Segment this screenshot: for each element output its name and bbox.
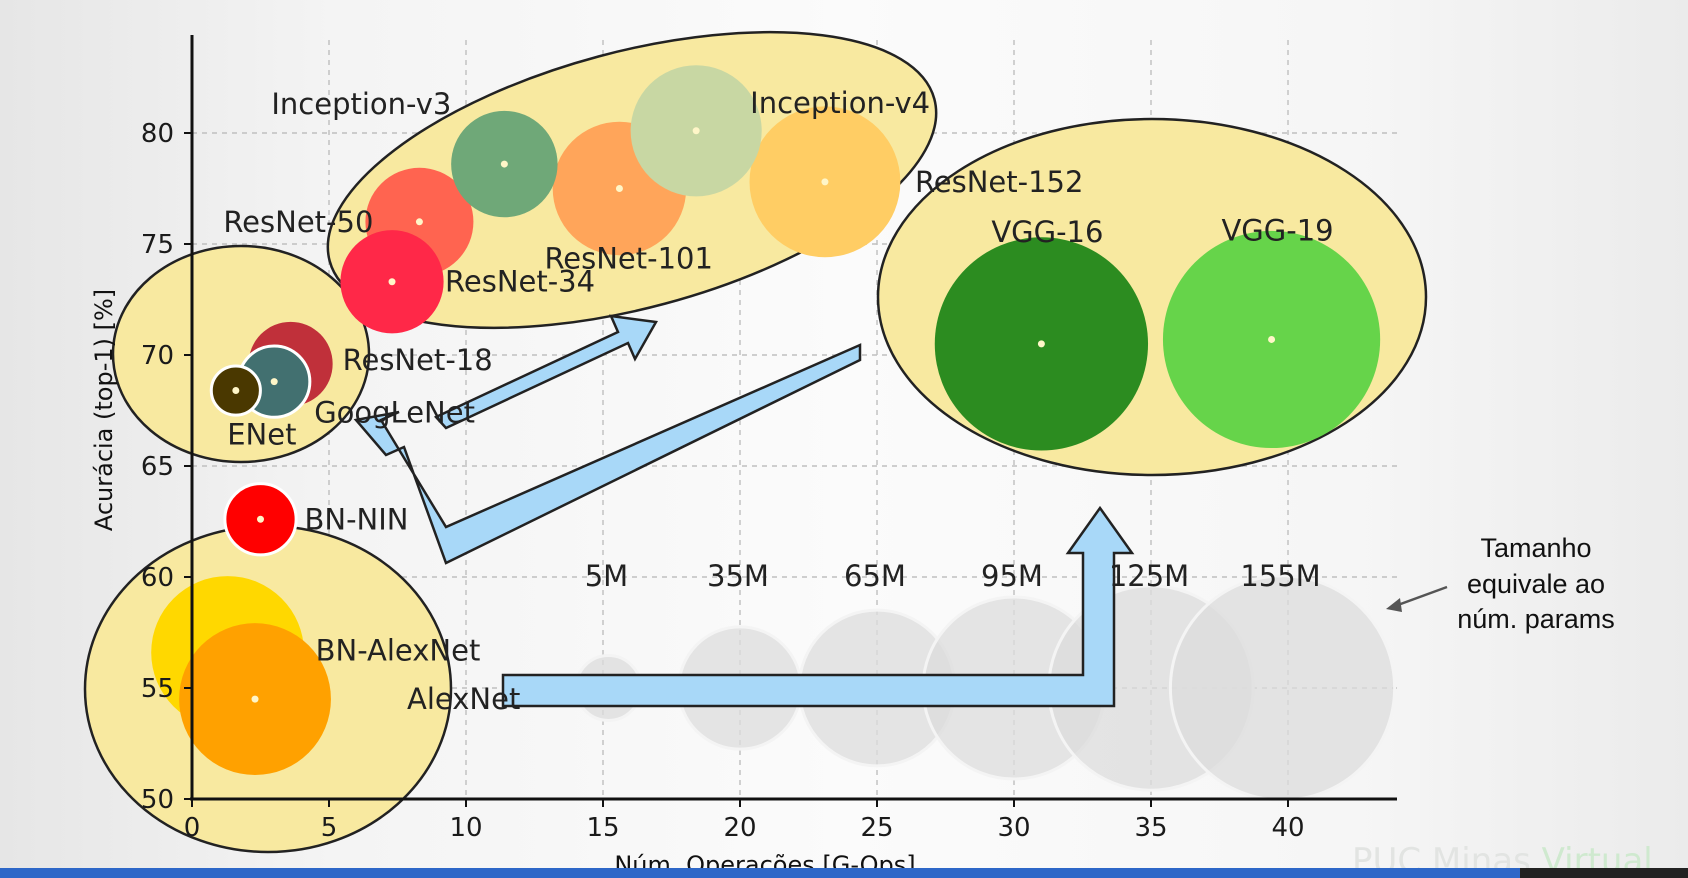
point-center-bn-nin: [257, 515, 264, 523]
label-alexnet: AlexNet: [407, 682, 520, 716]
x-tick-label-10: 10: [449, 813, 482, 843]
label-resnet-18: ResNet-18: [343, 343, 493, 377]
bottom-bar: [0, 868, 1688, 878]
label-resnet-34: ResNet-34: [445, 265, 595, 299]
size-note-line-2: equivale ao: [1467, 569, 1605, 599]
x-tick-label-15: 15: [586, 813, 619, 843]
size-label-65m: 65M: [844, 559, 906, 593]
size-label-95m: 95M: [981, 559, 1043, 593]
label-resnet-152: ResNet-152: [915, 165, 1084, 199]
bottom-bar-dark: [1520, 868, 1688, 878]
arrow-from-vgg-to-small-nets: [353, 343, 862, 565]
label-resnet-101: ResNet-101: [544, 242, 713, 276]
label-resnet-50: ResNet-50: [223, 205, 373, 239]
point-labels: AlexNet BN-AlexNet BN-NIN ENet GoogLeNet ResN…: [223, 86, 1333, 716]
y-ticks: 50 55 60 65 70 75 80: [141, 119, 192, 815]
point-center-resnet-34: [388, 278, 396, 286]
arrows: [353, 314, 1135, 708]
y-tick-label-60: 60: [141, 563, 174, 593]
point-center-vgg-19: [1268, 335, 1276, 343]
size-label-5m: 5M: [585, 559, 628, 593]
size-bubble-155m: [1168, 574, 1397, 802]
label-inception-v3: Inception-v3: [271, 87, 451, 121]
size-note-line-1: Tamanho: [1480, 533, 1591, 563]
x-tick-label-0: 0: [184, 813, 201, 843]
size-legend-labels: 5M 35M 65M 95M 125M 155M: [585, 559, 1321, 593]
y-axis-label: Acurácia (top-1) [%]: [90, 289, 118, 531]
size-label-35m: 35M: [707, 559, 769, 593]
data-points: [151, 65, 1381, 776]
arrow-to-resnet-group: [433, 314, 659, 430]
point-center-inception-v4: [692, 127, 700, 135]
label-inception-v4: Inception-v4: [750, 86, 930, 120]
size-label-125m: 125M: [1109, 559, 1189, 593]
x-tick-label-5: 5: [321, 813, 338, 843]
size-note: Tamanho equivale ao núm. params: [1386, 533, 1615, 634]
y-tick-label-55: 55: [141, 674, 174, 704]
arrow-to-vgg-group: [501, 505, 1135, 708]
point-center-alexnet: [251, 695, 259, 703]
size-label-155m: 155M: [1240, 559, 1320, 593]
y-tick-label-80: 80: [141, 119, 174, 149]
point-center-resnet-101: [615, 185, 623, 192]
x-ticks: 0 5 10 15 20 25 30 35 40: [184, 799, 1305, 843]
point-center-resnet-152: [821, 178, 829, 186]
point-center-inception-v3: [500, 160, 508, 168]
size-note-line-3: núm. params: [1457, 604, 1615, 634]
y-tick-label-75: 75: [141, 230, 174, 260]
label-vgg-16: VGG-16: [991, 215, 1103, 249]
x-tick-label-20: 20: [723, 813, 756, 843]
size-note-pointer-head: [1386, 598, 1402, 612]
label-vgg-19: VGG-19: [1221, 213, 1333, 247]
x-tick-label-35: 35: [1134, 813, 1167, 843]
point-center-enet: [232, 387, 240, 395]
point-center-googlenet: [270, 378, 278, 386]
y-tick-label-50: 50: [141, 785, 174, 815]
x-tick-label-40: 40: [1271, 813, 1304, 843]
x-tick-label-25: 25: [860, 813, 893, 843]
x-tick-label-30: 30: [997, 813, 1030, 843]
axes: [190, 35, 1397, 801]
size-note-pointer: [1394, 585, 1448, 608]
point-center-resnet-50: [415, 218, 423, 226]
label-enet: ENet: [227, 418, 296, 452]
point-center-vgg-16: [1037, 340, 1045, 348]
label-bn-nin: BN-NIN: [305, 502, 409, 536]
y-tick-label-65: 65: [141, 452, 174, 482]
label-googlenet: GoogLeNet: [314, 396, 475, 430]
label-bn-alexnet: BN-AlexNet: [316, 633, 481, 667]
y-tick-label-70: 70: [141, 341, 174, 371]
group-small-nets: [111, 244, 371, 464]
